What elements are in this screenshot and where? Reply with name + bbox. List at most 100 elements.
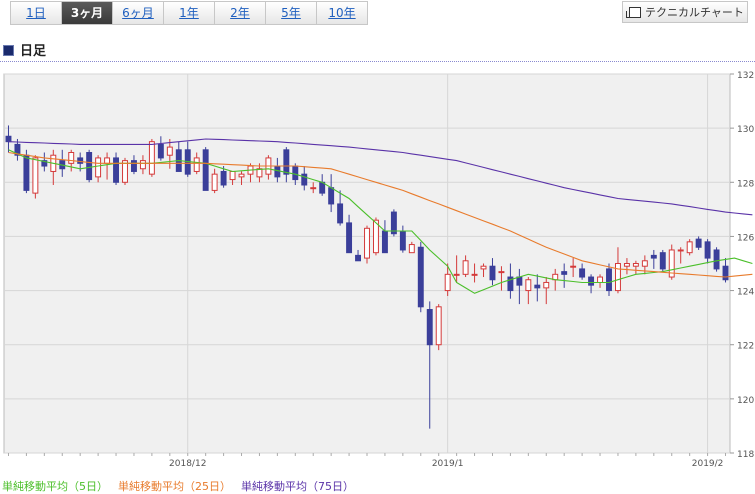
candlestick-chart: 118 120 122 124 126 128 130 132 2018/12 2019/1 201… <box>3 71 754 469</box>
tab-1d[interactable]: 1日 <box>10 1 62 25</box>
candle-body <box>130 160 137 172</box>
candle-body <box>355 254 362 262</box>
candle-body <box>722 265 729 281</box>
window-icon <box>626 7 641 18</box>
candle-body <box>14 143 21 156</box>
candle-body <box>480 265 487 270</box>
candle-body <box>677 249 684 252</box>
candle-body <box>346 222 353 254</box>
divider <box>0 61 755 62</box>
candle-body <box>283 149 290 175</box>
tab-6m[interactable]: 6ヶ月 <box>112 1 164 25</box>
candle-body <box>328 187 335 205</box>
candle-body <box>686 241 693 254</box>
candle-body <box>292 165 299 181</box>
tab-10y[interactable]: 10年 <box>316 1 368 25</box>
candle-body <box>86 152 93 181</box>
candle-body <box>417 246 424 308</box>
tab-2y[interactable]: 2年 <box>214 1 266 25</box>
technical-chart-label: テクニカルチャート <box>645 6 744 19</box>
candle-body <box>597 276 604 283</box>
candle-body <box>516 276 523 286</box>
candle-body <box>614 263 621 292</box>
candle-body <box>5 135 12 143</box>
candle-body <box>95 157 102 178</box>
x-tick-label: 2018/12 <box>169 459 206 469</box>
candle-body <box>507 276 514 292</box>
tab-3m[interactable]: 3ヶ月 <box>61 1 113 25</box>
candle-body <box>561 271 568 275</box>
candle-body <box>632 263 639 267</box>
y-tick-label: 118 <box>737 450 754 460</box>
candle-body <box>534 284 541 289</box>
y-tick-label: 130 <box>737 125 754 135</box>
x-tick-label: 2019/2 <box>692 459 724 469</box>
candle-body <box>444 273 451 292</box>
y-tick-label: 132 <box>737 71 754 81</box>
candle-body <box>256 168 263 178</box>
candle-body <box>122 160 128 183</box>
candle-body <box>220 170 227 186</box>
candle-body <box>202 149 209 191</box>
candle-body <box>166 146 173 156</box>
candle-body <box>713 249 720 270</box>
candle-body <box>588 276 595 286</box>
candle-body <box>372 219 379 254</box>
candle-body <box>337 203 344 224</box>
candle-body <box>390 211 397 235</box>
y-tick-label: 124 <box>737 288 754 298</box>
candle-body <box>157 143 164 159</box>
candle-body <box>498 271 505 274</box>
y-tick-label: 122 <box>737 342 754 352</box>
candle-body <box>139 160 146 170</box>
candle-body <box>23 154 30 191</box>
technical-chart-button[interactable]: テクニカルチャート <box>622 1 748 23</box>
x-tick-label: 2019/1 <box>432 459 464 469</box>
period-tabs: 1日 3ヶ月 6ヶ月 1年 2年 5年 10年 <box>10 1 368 25</box>
legend-ma25: 単純移動平均（25日） <box>118 480 231 493</box>
candle-body <box>659 252 666 270</box>
candle-body <box>704 241 711 259</box>
series-line-2 <box>8 138 753 216</box>
candle-body <box>543 281 550 289</box>
candle-body <box>623 263 630 267</box>
candle-body <box>211 173 218 191</box>
candle-body <box>408 244 415 254</box>
candle-body <box>606 268 612 292</box>
candle-body <box>310 187 317 190</box>
candle-body <box>32 157 39 194</box>
candle-body <box>104 157 111 164</box>
candle-body <box>148 141 155 175</box>
y-tick-label: 120 <box>737 396 754 406</box>
legend-ma75: 単純移動平均（75日） <box>241 480 354 493</box>
candle-body <box>113 157 120 183</box>
candle-body <box>525 279 532 292</box>
candle-body <box>471 273 478 276</box>
candle-body <box>462 260 469 275</box>
candle-body <box>426 309 433 346</box>
tab-5y[interactable]: 5年 <box>265 1 317 25</box>
candle-body <box>77 157 84 164</box>
tab-1y[interactable]: 1年 <box>163 1 215 25</box>
candle-body <box>229 170 236 181</box>
candle-body <box>435 306 442 346</box>
candle-body <box>381 230 388 254</box>
candle-body <box>650 254 657 259</box>
legend-ma5: 単純移動平均（5日） <box>2 480 108 493</box>
section-title-text: 日足 <box>20 44 47 59</box>
candle-body <box>238 173 245 178</box>
square-icon <box>3 45 14 56</box>
candle-body <box>695 238 702 248</box>
candle-body <box>489 265 496 281</box>
candle-body <box>399 230 406 251</box>
candle-body <box>301 173 308 186</box>
candle-body <box>41 160 48 167</box>
y-tick-label: 128 <box>737 179 754 189</box>
candle-body <box>668 249 675 278</box>
legend: 単純移動平均（5日） 単純移動平均（25日） 単純移動平均（75日） <box>2 478 354 494</box>
candle-body <box>68 152 75 164</box>
candle-body <box>570 265 577 268</box>
candle-body <box>641 260 648 267</box>
candle-body <box>364 227 370 259</box>
y-tick-label: 126 <box>737 233 754 243</box>
